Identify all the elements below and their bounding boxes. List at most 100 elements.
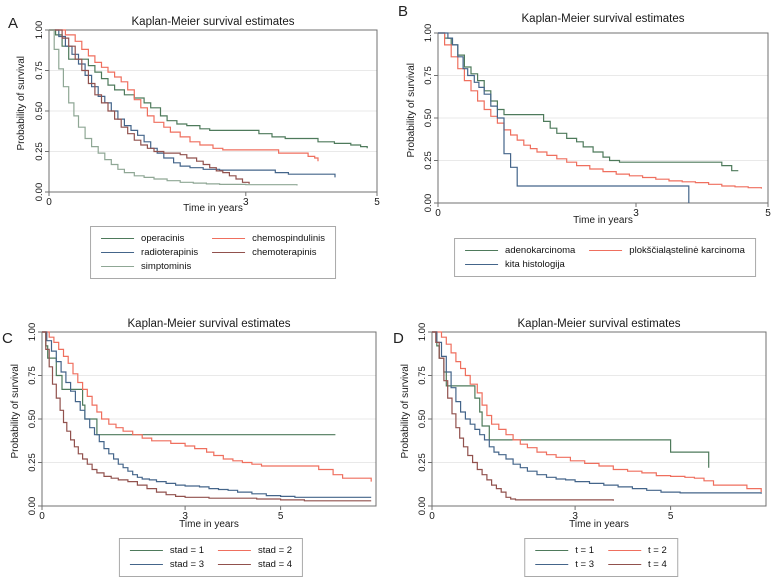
- km-curve-chemoterapinis: [49, 29, 250, 184]
- legend-line-swatch-stad-2: [218, 550, 251, 551]
- legend-line-swatch-t-2: [608, 550, 641, 551]
- x-axis-label-a: Time in years: [183, 203, 243, 214]
- legend-label-simptominis: simptominis: [141, 261, 192, 272]
- y-tick-label: 0.25: [423, 151, 434, 170]
- y-tick-label: 0.00: [34, 183, 45, 202]
- x-tick-label: 3: [182, 511, 188, 522]
- y-tick-label: 0.25: [27, 453, 38, 472]
- x-tick-label: 5: [374, 197, 380, 208]
- km-curve-simptominis: [49, 29, 298, 186]
- legend-line-swatch-kita-histologija: [465, 264, 499, 265]
- chart-title-c: Kaplan-Meier survival estimates: [127, 318, 291, 330]
- km-curve-kita-histologija: [438, 32, 690, 203]
- y-tick-label: 0.75: [34, 61, 45, 80]
- y-tick-label: 1.00: [423, 24, 434, 43]
- legend-item-stad-4: stad = 4: [218, 559, 292, 570]
- km-curve-t-3: [432, 331, 762, 494]
- plot-area-d: 0.00 0.25 0.50 0.75 1.00 0 3 5: [417, 323, 767, 522]
- km-curve-stad-2: [42, 331, 372, 482]
- legend-label-stad-1: stad = 1: [169, 545, 204, 556]
- legend-line-swatch-stad-1: [129, 550, 163, 551]
- km-curve-t-4: [432, 331, 614, 501]
- legend-label-stad-4: stad = 4: [258, 559, 293, 570]
- y-tick-label: 1.00: [27, 323, 38, 342]
- y-tick-label: 0.50: [34, 102, 45, 121]
- legend-label-plokščialąstelinė-karcinoma: plokščialąstelinė karcinoma: [629, 245, 745, 256]
- legend-line-swatch-chemospindulinis: [212, 238, 246, 239]
- panel-c: C Kaplan-Meier survival estimates Probab…: [0, 289, 390, 578]
- y-tick-label: 0.50: [423, 109, 434, 128]
- km-curve-adenokarcinoma: [438, 32, 739, 172]
- km-curve-stad-4: [42, 331, 372, 502]
- legend-line-swatch-stad-4: [218, 564, 251, 565]
- legend-line-swatch-simptominis: [101, 266, 135, 267]
- legend-item-stad-1: stad = 1: [129, 545, 204, 556]
- legend-label-t-2: t = 2: [648, 545, 667, 556]
- km-curve-stad-3: [42, 331, 372, 498]
- y-tick-label: 0.00: [27, 497, 38, 516]
- legend-label-chemoterapinis: chemoterapinis: [252, 247, 317, 258]
- legend-item-radioterapinis: radioterapinis: [101, 247, 198, 258]
- x-axis-label-c: Time in years: [179, 519, 239, 530]
- legend-label-chemospindulinis: chemospindulinis: [252, 233, 325, 244]
- legend-label-stad-3: stad = 3: [169, 559, 204, 570]
- legend-line-swatch-stad-3: [129, 564, 163, 565]
- legend-label-radioterapinis: radioterapinis: [141, 247, 199, 258]
- km-curve-chemospindulinis: [49, 29, 319, 162]
- legend-item-chemoterapinis: chemoterapinis: [212, 247, 325, 258]
- km-curve-t-1: [432, 331, 710, 468]
- legend-item-adenokarcinoma: adenokarcinoma: [465, 245, 575, 256]
- panel-letter-d: D: [393, 330, 404, 347]
- legend-line-swatch-operacinis: [101, 238, 135, 239]
- panel-letter-a: A: [8, 15, 19, 32]
- legend-label-t-1: t = 1: [575, 545, 594, 556]
- legend-d: t = 1 t = 2 t = 3 t = 4: [524, 538, 678, 577]
- legend-a: operacinis chemospindulinis radioterapinis…: [90, 226, 336, 279]
- legend-label-t-4: t = 4: [648, 559, 667, 570]
- plot-area-c: 0.00 0.25 0.50 0.75 1.00 0 3 5: [27, 323, 377, 522]
- km-curve-t-2: [432, 331, 762, 493]
- legend-item-t-4: t = 4: [608, 559, 667, 570]
- legend-label-t-3: t = 3: [575, 559, 594, 570]
- x-tick-label: 0: [435, 208, 441, 219]
- legend-item-operacinis: operacinis: [101, 233, 198, 244]
- x-axis-label-b: Time in years: [573, 215, 633, 226]
- x-tick-label: 3: [243, 197, 249, 208]
- y-tick-label: 0.25: [34, 142, 45, 161]
- km-curve-radioterapinis: [49, 29, 336, 178]
- plot-area-a: 0.00 0.25 0.50 0.75 1.00 0 3 5: [34, 21, 380, 208]
- y-tick-label: 0.50: [27, 410, 38, 429]
- legend-line-swatch-t-1: [535, 550, 569, 551]
- legend-line-swatch-radioterapinis: [101, 252, 135, 253]
- x-tick-label: 0: [39, 511, 45, 522]
- legend-line-swatch-adenokarcinoma: [465, 250, 499, 251]
- legend-item-stad-2: stad = 2: [218, 545, 292, 556]
- legend-label-operacinis: operacinis: [141, 233, 185, 244]
- legend-label-stad-2: stad = 2: [258, 545, 293, 556]
- legend-b: adenokarcinoma plokščialąstelinė karcinom…: [454, 238, 756, 277]
- legend-item-t-3: t = 3: [535, 559, 594, 570]
- y-tick-label: 0.75: [417, 366, 428, 385]
- legend-label-kita-histologija: kita histologija: [505, 259, 565, 270]
- legend-label-adenokarcinoma: adenokarcinoma: [505, 245, 576, 256]
- panel-a: A Kaplan-Meier survival estimates Probab…: [0, 0, 390, 289]
- chart-title-d: Kaplan-Meier survival estimates: [517, 318, 681, 330]
- y-tick-label: 1.00: [34, 21, 45, 40]
- x-tick-label: 3: [633, 208, 639, 219]
- y-tick-label: 0.75: [423, 66, 434, 85]
- legend-line-swatch-chemoterapinis: [212, 252, 246, 253]
- legend-line-swatch-t-4: [608, 564, 641, 565]
- chart-title-b: Kaplan-Meier survival estimates: [521, 13, 685, 25]
- panel-d: D Kaplan-Meier survival estimates Probab…: [390, 289, 780, 578]
- legend-item-simptominis: simptominis: [101, 261, 198, 272]
- x-tick-label: 5: [278, 511, 284, 522]
- panel-b: B Kaplan-Meier survival estimates Probab…: [390, 0, 780, 289]
- panel-letter-b: B: [398, 3, 409, 20]
- legend-item-kita-histologija: kita histologija: [465, 259, 575, 270]
- legend-item-plokščialąstelinė-karcinoma: plokščialąstelinė karcinoma: [589, 245, 745, 256]
- legend-line-swatch-t-3: [535, 564, 569, 565]
- x-tick-label: 0: [46, 197, 52, 208]
- y-tick-label: 0.25: [417, 453, 428, 472]
- y-tick-label: 0.00: [423, 194, 434, 213]
